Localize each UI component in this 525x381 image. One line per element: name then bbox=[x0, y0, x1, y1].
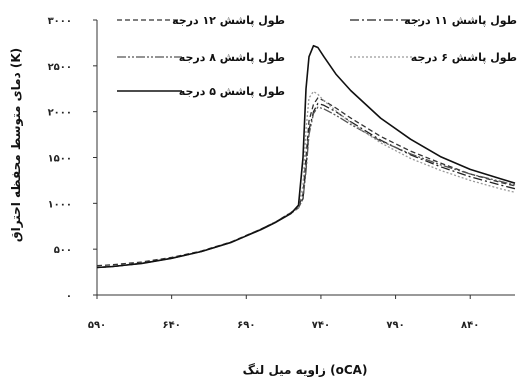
x-tick-label: ۷۹۰ bbox=[386, 320, 404, 331]
x-tick-label: ۷۴۰ bbox=[312, 320, 330, 331]
x-tick-label: ۶۴۰ bbox=[162, 320, 180, 331]
legend-label-1: طول پاشش ۱۲ درجه bbox=[172, 14, 285, 27]
axes: ۰ ۵۰۰ ۱۰۰۰ ۱۵۰۰ ۲۰۰۰ ۲۵۰۰ ۳۰۰۰ ۵۹۰ ۶۴۰ ۶۹۰ ۷۴۰ ۷۹۰ ۸… bbox=[48, 16, 515, 331]
series-layer bbox=[96, 44, 516, 269]
series-line-5 bbox=[96, 44, 516, 269]
y-tick-label: ۳۰۰۰ bbox=[48, 16, 72, 27]
x-tick-label: ۸۴۰ bbox=[461, 320, 479, 331]
y-axis-title: دمای متوسط محفظه احتراق (K) bbox=[9, 48, 24, 242]
x-axis-title: زاویه میل لنگ (oCA) bbox=[243, 363, 368, 378]
legend-label-3: طول پاشش ۸ درجه bbox=[179, 51, 285, 64]
legend: طول پاشش ۱۲ درجه طول پاشش ۱۱ درجه طول پاشش… bbox=[117, 14, 517, 98]
y-tick-label: ۵۰۰ bbox=[54, 245, 72, 256]
y-tick-label: ۲۰۰۰ bbox=[48, 108, 72, 119]
legend-label-4: طول پاشش ۶ درجه bbox=[411, 51, 517, 64]
series-line-4 bbox=[96, 90, 516, 269]
y-tick-label: ۲۵۰۰ bbox=[48, 62, 72, 73]
y-tick-label: ۰ bbox=[66, 291, 72, 302]
y-tick-label: ۱۵۰۰ bbox=[48, 154, 72, 165]
y-tick-label: ۱۰۰۰ bbox=[48, 199, 72, 210]
legend-label-2: طول پاشش ۱۱ درجه bbox=[404, 14, 517, 27]
x-tick-label: ۵۹۰ bbox=[88, 320, 106, 331]
x-tick-label: ۶۹۰ bbox=[237, 320, 255, 331]
legend-label-5: طول پاشش ۵ درجه bbox=[179, 85, 285, 98]
